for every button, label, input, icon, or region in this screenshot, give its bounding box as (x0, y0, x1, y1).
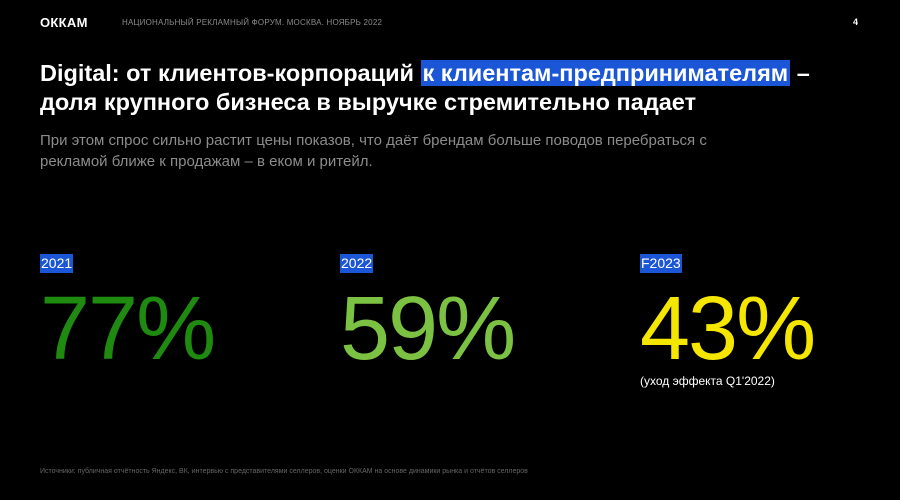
stat-2022: 2022 59% (340, 254, 516, 379)
page-number: 4 (852, 17, 858, 27)
stat-year-label: F2023 (640, 254, 682, 273)
title-highlight: к клиентам-предпринимателям (420, 60, 791, 86)
stat-f2023: F2023 43% (уход эффекта Q1'2022) (640, 254, 816, 388)
stat-2021: 2021 77% (40, 254, 216, 379)
title-part2: – доля крупного бизнеса в выручке стреми… (40, 60, 810, 115)
okkam-logo: ОККАМ (40, 15, 88, 30)
title-part1: Digital: от клиентов-корпораций (40, 60, 421, 86)
header-subtitle: НАЦИОНАЛЬНЫЙ РЕКЛАМНЫЙ ФОРУМ. МОСКВА. НО… (122, 18, 383, 27)
stat-value: 59% (340, 279, 516, 379)
stat-year-label: 2021 (40, 254, 74, 273)
slide-subtitle: При этом спрос сильно растит цены показо… (40, 132, 707, 170)
stat-year-label: 2022 (340, 254, 374, 273)
sources-footnote: Источники: публичная отчётность Яндекс, … (40, 468, 528, 475)
slide-title: Digital: от клиентов-корпораций к клиент… (40, 59, 840, 117)
stat-value: 77% (40, 279, 216, 379)
stat-note: (уход эффекта Q1'2022) (640, 374, 775, 388)
stat-value: 43% (640, 279, 816, 379)
